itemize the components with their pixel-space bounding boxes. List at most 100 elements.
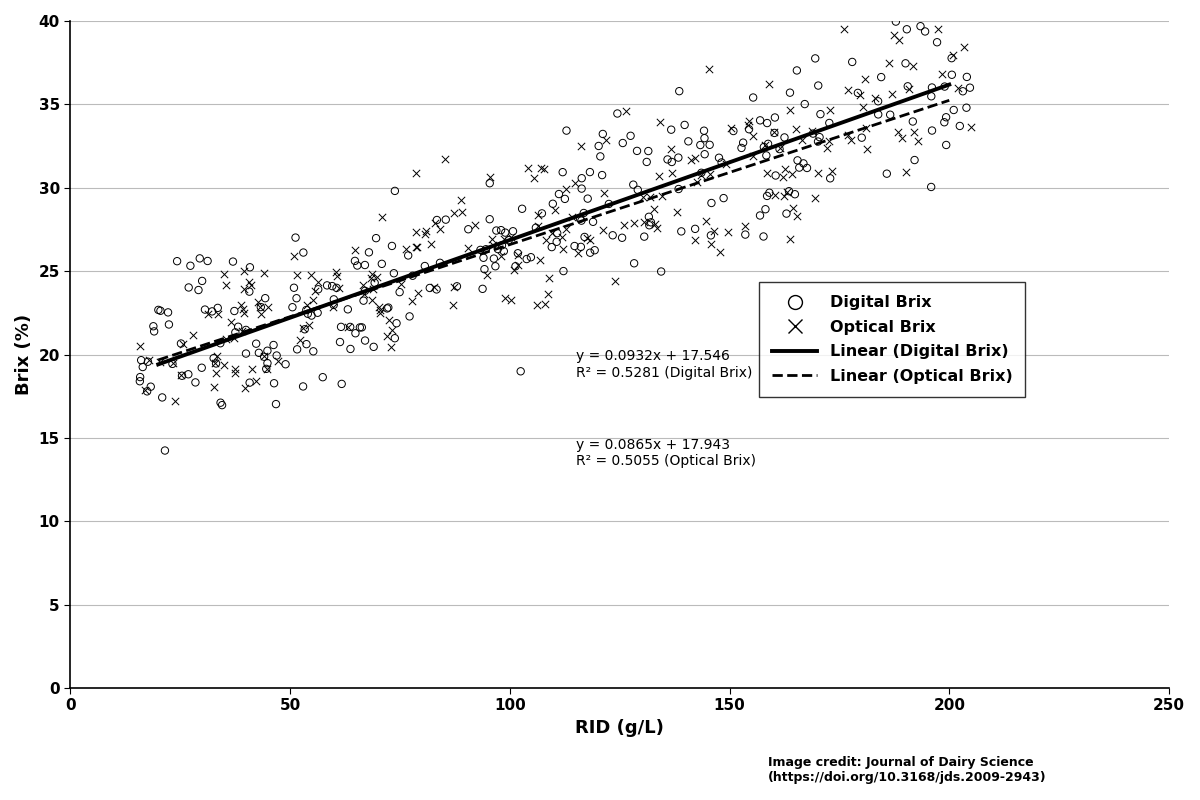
Point: [268, 349, 287, 362]
Point: [571, 140, 590, 153]
Point: [788, 154, 808, 166]
Point: [546, 204, 565, 217]
Point: [445, 207, 464, 220]
Point: [624, 257, 643, 270]
Point: [415, 260, 434, 273]
Point: [254, 266, 274, 279]
Point: [628, 183, 647, 196]
Point: [641, 216, 660, 229]
Point: [212, 398, 232, 411]
Point: [700, 138, 719, 151]
Point: [755, 138, 774, 151]
Point: [361, 272, 380, 285]
Point: [264, 338, 283, 351]
Point: [565, 240, 584, 253]
Point: [226, 326, 245, 338]
Point: [641, 191, 660, 204]
Point: [841, 134, 860, 146]
Point: [574, 206, 593, 219]
Point: [944, 103, 964, 116]
Point: [740, 115, 760, 128]
Point: [482, 233, 502, 246]
Point: [646, 217, 665, 230]
Point: [722, 122, 742, 134]
Point: [760, 186, 779, 199]
Point: [685, 222, 704, 235]
Point: [644, 202, 664, 215]
Point: [766, 169, 785, 182]
Point: [820, 135, 839, 148]
Point: [524, 171, 544, 184]
Point: [224, 305, 244, 318]
Point: [365, 277, 384, 290]
Point: [485, 252, 504, 265]
Point: [323, 280, 342, 293]
Point: [407, 226, 426, 238]
Point: [484, 239, 503, 252]
Point: [782, 167, 802, 180]
Point: [604, 229, 623, 242]
Point: [786, 122, 805, 135]
Point: [754, 230, 773, 243]
Point: [842, 55, 862, 68]
Point: [427, 283, 446, 296]
Point: [382, 340, 401, 353]
Point: [590, 150, 610, 163]
Point: [935, 116, 954, 129]
Point: [346, 327, 365, 340]
Point: [492, 239, 511, 252]
Point: [775, 131, 794, 144]
Point: [346, 254, 365, 267]
Point: [248, 296, 268, 309]
Point: [480, 177, 499, 190]
Point: [330, 336, 349, 349]
Point: [589, 139, 608, 152]
Point: [757, 190, 776, 202]
Point: [904, 59, 923, 72]
Point: [359, 246, 378, 258]
Point: [458, 223, 478, 236]
Point: [736, 220, 755, 233]
Point: [224, 367, 244, 380]
Point: [407, 166, 426, 179]
Point: [296, 338, 316, 350]
Point: [922, 90, 941, 102]
Point: [290, 334, 310, 346]
Point: [236, 323, 256, 336]
Point: [130, 339, 149, 352]
Point: [640, 210, 659, 223]
Point: [240, 261, 259, 274]
Point: [880, 56, 899, 69]
Point: [805, 191, 824, 204]
Point: [228, 320, 247, 333]
Point: [869, 95, 888, 108]
Point: [954, 40, 973, 53]
Point: [188, 284, 208, 297]
Point: [691, 169, 710, 182]
Point: [553, 166, 572, 178]
Point: [942, 68, 961, 81]
Point: [714, 192, 733, 205]
Point: [294, 246, 313, 259]
Point: [780, 185, 799, 198]
Point: [733, 136, 752, 149]
Point: [653, 190, 672, 202]
Point: [221, 315, 240, 328]
Point: [821, 103, 840, 116]
Point: [679, 135, 698, 148]
Point: [908, 134, 928, 147]
Point: [857, 122, 876, 134]
Point: [635, 216, 654, 229]
Point: [172, 369, 191, 382]
Point: [214, 358, 233, 371]
Point: [224, 332, 244, 345]
Point: [338, 321, 358, 334]
Point: [854, 72, 874, 85]
Point: [355, 258, 374, 271]
Point: [208, 350, 227, 362]
Point: [254, 350, 274, 362]
Point: [341, 321, 360, 334]
Point: [144, 320, 163, 333]
Point: [869, 108, 888, 121]
Point: [407, 241, 426, 254]
